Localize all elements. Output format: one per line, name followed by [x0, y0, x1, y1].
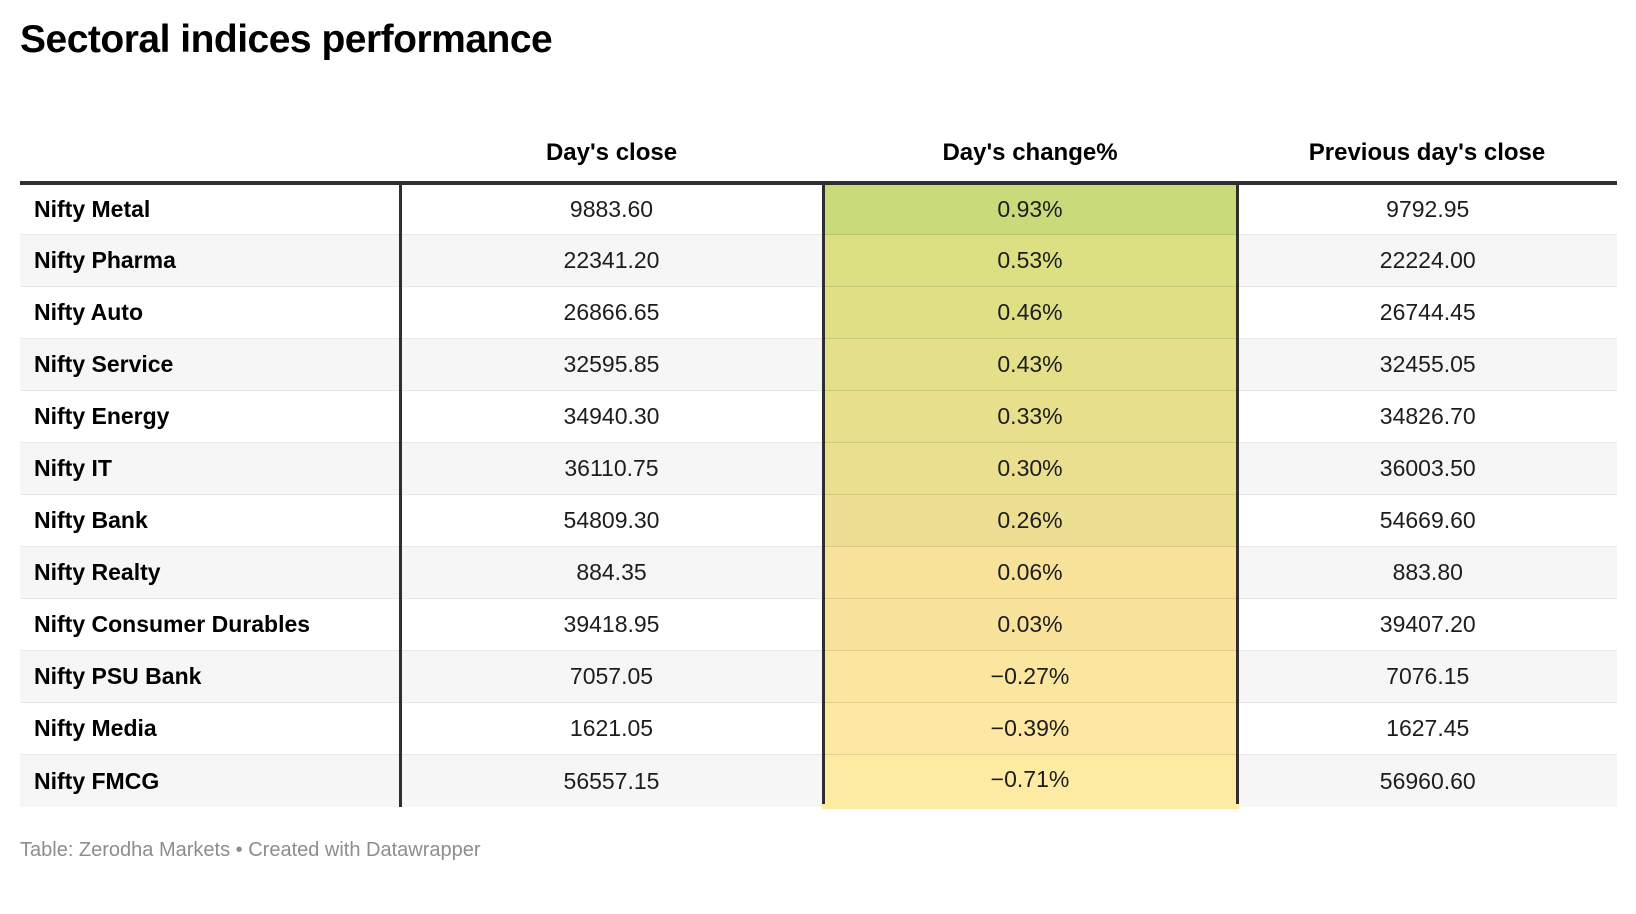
page-title: Sectoral indices performance	[20, 18, 553, 61]
days-close-cell: 22341.20	[398, 234, 823, 287]
table-row: Nifty Consumer Durables 39418.95 0.03% 3940…	[20, 598, 1617, 651]
column-header-previous-close: Previous day's close	[1237, 62, 1617, 185]
table-row: Nifty Media 1621.05 −0.39% 1627.45	[20, 702, 1617, 755]
datawrapper-table-page: Sectoral indices performance Day's close…	[20, 18, 1617, 862]
previous-close-cell: 39407.20	[1235, 598, 1617, 651]
days-close-cell: 54809.30	[398, 494, 823, 547]
days-close-cell: 32595.85	[398, 338, 823, 391]
table-row: Nifty Energy 34940.30 0.33% 34826.70	[20, 390, 1617, 443]
previous-close-cell: 7076.15	[1235, 650, 1617, 703]
days-change-cell: −0.39%	[821, 702, 1237, 755]
table-row: Nifty Bank 54809.30 0.26% 54669.60	[20, 494, 1617, 547]
previous-close-cell: 54669.60	[1235, 494, 1617, 547]
table-row: Nifty Metal 9883.60 0.93% 9792.95	[20, 182, 1617, 235]
index-name-cell: Nifty Auto	[20, 286, 400, 339]
index-name-cell: Nifty Energy	[20, 390, 400, 443]
previous-close-cell: 1627.45	[1235, 702, 1617, 755]
table-row: Nifty IT 36110.75 0.30% 36003.50	[20, 442, 1617, 495]
days-close-cell: 34940.30	[398, 390, 823, 443]
days-change-cell: 0.33%	[821, 390, 1237, 443]
days-close-cell: 26866.65	[398, 286, 823, 339]
days-change-cell: 0.93%	[821, 182, 1237, 235]
previous-close-cell: 56960.60	[1235, 754, 1617, 807]
sectoral-indices-table: Day's close Day's change% Previous day's…	[20, 62, 1617, 810]
index-name-cell: Nifty Realty	[20, 546, 400, 599]
table-header: Day's close Day's change% Previous day's…	[20, 62, 1617, 185]
index-name-cell: Nifty Pharma	[20, 234, 400, 287]
index-name-cell: Nifty IT	[20, 442, 400, 495]
days-change-cell: 0.46%	[821, 286, 1237, 339]
days-close-cell: 884.35	[398, 546, 823, 599]
index-name-cell: Nifty Media	[20, 702, 400, 755]
previous-close-cell: 32455.05	[1235, 338, 1617, 391]
days-change-cell: 0.43%	[821, 338, 1237, 391]
index-name-cell: Nifty Metal	[34, 196, 151, 223]
previous-close-cell: 26744.45	[1235, 286, 1617, 339]
previous-close-cell: 22224.00	[1235, 234, 1617, 287]
table-row: Nifty FMCG 56557.15 −0.71% 56960.60	[20, 754, 1617, 810]
index-name-cell: Nifty Consumer Durables	[20, 598, 400, 651]
days-change-cell: −0.27%	[821, 650, 1237, 703]
days-change-cell: 0.06%	[821, 546, 1237, 599]
table-row: Nifty Service 32595.85 0.43% 32455.05	[20, 338, 1617, 391]
days-change-cell: 0.30%	[821, 442, 1237, 495]
column-header-days-close: Day's close	[400, 62, 823, 185]
previous-close-cell: 9792.95	[1235, 182, 1617, 235]
days-change-cell: 0.26%	[821, 494, 1237, 547]
previous-close-cell: 883.80	[1235, 546, 1617, 599]
attribution-footer: Table: Zerodha Markets • Created with Da…	[20, 839, 481, 862]
table-body: Nifty Metal 9883.60 0.93% 9792.95 Nifty Phar…	[20, 182, 1617, 810]
index-name-cell: Nifty PSU Bank	[20, 650, 400, 703]
days-close-cell: 56557.15	[398, 754, 823, 807]
days-close-cell: 39418.95	[398, 598, 823, 651]
days-close-cell: 36110.75	[398, 442, 823, 495]
table-row: Nifty Auto 26866.65 0.46% 26744.45	[20, 286, 1617, 339]
days-change-cell: −0.71%	[821, 754, 1237, 810]
table-row: Nifty PSU Bank 7057.05 −0.27% 7076.15	[20, 650, 1617, 703]
index-name-cell: Nifty FMCG	[20, 754, 400, 807]
index-name-cell: Nifty Bank	[20, 494, 400, 547]
days-change-cell: 0.53%	[821, 234, 1237, 287]
index-name-cell: Nifty Service	[20, 338, 400, 391]
days-close-cell: 9883.60	[398, 182, 823, 235]
days-close-cell: 7057.05	[398, 650, 823, 703]
table-row: Nifty Pharma 22341.20 0.53% 22224.00	[20, 234, 1617, 287]
previous-close-cell: 36003.50	[1235, 442, 1617, 495]
table-row: Nifty Realty 884.35 0.06% 883.80	[20, 546, 1617, 599]
previous-close-cell: 34826.70	[1235, 390, 1617, 443]
column-header-index	[20, 62, 400, 185]
column-header-days-change: Day's change%	[823, 62, 1237, 185]
days-change-cell: 0.03%	[821, 598, 1237, 651]
days-close-cell: 1621.05	[398, 702, 823, 755]
